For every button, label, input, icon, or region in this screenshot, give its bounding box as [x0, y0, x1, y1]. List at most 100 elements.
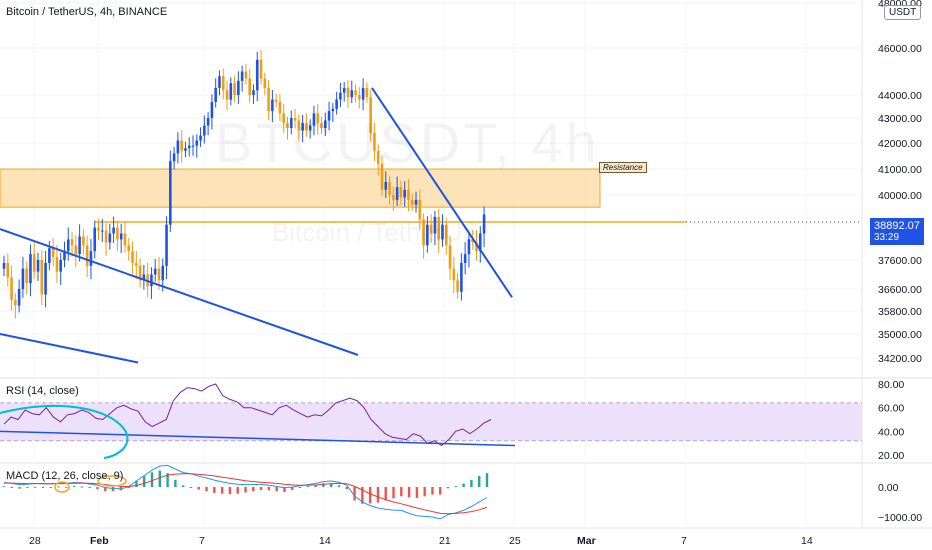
macd-highlight-circle	[54, 481, 70, 493]
macd-histogram-bar	[127, 487, 130, 488]
candle-body	[358, 95, 361, 100]
candle-body	[93, 227, 97, 252]
candle-body	[70, 239, 74, 246]
candle-body	[342, 87, 346, 93]
macd-histogram-bar	[220, 487, 224, 494]
candle-body	[282, 113, 286, 123]
rsi-band	[0, 402, 862, 441]
time-tick-label: Mar	[577, 535, 596, 547]
candle-body	[324, 120, 327, 128]
candle-body	[214, 87, 217, 102]
time-tick-label: 25	[509, 535, 521, 547]
macd-histogram-bar	[252, 487, 255, 492]
macd-histogram-bar	[88, 487, 91, 489]
candle-body	[6, 262, 10, 278]
time-tick-label: Feb	[90, 535, 109, 547]
price-tick-label: 34200.00	[878, 353, 922, 365]
macd-histogram-bar	[96, 487, 99, 490]
candle-body	[187, 145, 191, 149]
rsi-trendline	[0, 430, 516, 447]
price-tick-label: 36600.00	[878, 284, 922, 296]
candle-body	[475, 242, 478, 252]
candle-body	[463, 254, 467, 263]
macd-histogram-bar	[244, 487, 247, 493]
candle-body	[51, 248, 55, 258]
candle-body	[82, 236, 85, 246]
currency-unit-label[interactable]: USDT	[884, 5, 922, 20]
candle-body	[119, 233, 123, 240]
resistance-label: Resistance	[599, 162, 647, 173]
candle-body	[225, 90, 229, 100]
macd-histogram-bar	[143, 476, 146, 487]
candle-body	[388, 182, 391, 195]
candle-body	[240, 71, 244, 81]
candle-body	[59, 260, 62, 272]
candle-body	[395, 187, 399, 200]
candle-body	[157, 268, 161, 281]
rsi-tick-label: 20.00	[878, 450, 904, 462]
name-watermark: Bitcoin / TetherUS	[272, 217, 480, 248]
candle-body	[104, 230, 108, 243]
candle-body	[437, 216, 440, 240]
candle-body	[108, 233, 112, 243]
candle-body	[21, 268, 25, 289]
candle-body	[255, 59, 259, 91]
candle-body	[278, 101, 282, 114]
candle-body	[78, 236, 81, 255]
macd-histogram-bar	[213, 487, 216, 493]
candle-body	[418, 199, 422, 220]
candle-body	[165, 224, 168, 266]
macd-histogram-bar	[415, 487, 419, 498]
candle-body	[100, 230, 104, 232]
last-price-value: 38892.07	[874, 220, 920, 232]
candle-body	[150, 274, 153, 287]
candle-body	[426, 224, 429, 246]
candle-body	[274, 99, 278, 102]
macd-histogram-bar	[80, 486, 84, 488]
price-tick-label: 42000.00	[878, 138, 922, 150]
candle-body	[135, 262, 138, 266]
candle-body	[259, 59, 263, 79]
macd-histogram-bar	[166, 473, 169, 487]
candle-body	[85, 245, 89, 266]
candle-body	[252, 90, 255, 95]
candle-body	[308, 125, 312, 131]
candle-body	[36, 260, 40, 272]
candle-body	[460, 262, 463, 292]
candle-body	[89, 251, 93, 266]
macd-histogram-bar	[57, 486, 60, 488]
candle-body	[482, 214, 486, 234]
macd-histogram-bar	[439, 487, 442, 495]
macd-histogram-bar	[314, 484, 317, 487]
time-tick-label: 14	[319, 535, 331, 547]
candle-body	[29, 254, 32, 284]
macd-histogram-bar	[65, 486, 68, 488]
macd-histogram-bar	[368, 487, 372, 504]
candle-body	[456, 280, 459, 292]
price-tick-label: 41000.00	[878, 164, 922, 176]
candle-body	[316, 113, 320, 123]
candle-body	[176, 140, 180, 154]
candle-body	[210, 101, 214, 118]
candle-body	[142, 274, 146, 281]
candle-body	[422, 219, 425, 246]
candle-body	[153, 268, 157, 275]
candle-body	[127, 245, 131, 252]
macd-histogram-bar	[18, 487, 21, 489]
candle-body	[40, 260, 44, 295]
price-tick-label: 37600.00	[878, 255, 922, 267]
macd-histogram-bar	[306, 486, 310, 488]
macd-histogram-bar	[337, 485, 341, 487]
candle-body	[199, 135, 202, 141]
candle-body	[361, 87, 365, 100]
price-tick-label: 40000.00	[878, 190, 922, 202]
candle-body	[221, 76, 225, 91]
candle-body	[471, 239, 475, 243]
resistance-zone	[0, 168, 601, 208]
candle-body	[350, 90, 354, 98]
candle-body	[44, 262, 47, 295]
candle-body	[131, 251, 134, 263]
macd-histogram-bar	[462, 483, 465, 487]
candle-body	[414, 199, 418, 205]
